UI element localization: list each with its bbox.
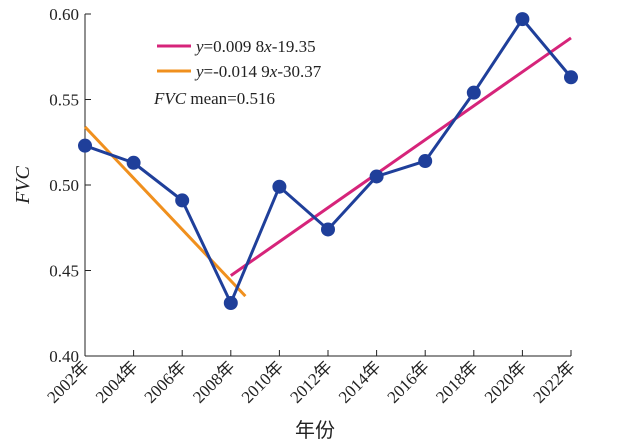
y-tick-label: 0.45 [49,262,79,281]
trend-lines [83,36,572,298]
data-point [515,12,530,27]
x-axis-title: 年份 [295,419,335,442]
data-point [369,169,384,184]
y-axis-title: FVC [12,165,34,204]
x-tick-label: 2014年 [335,357,384,406]
legend-entry-trend-1: y=0.009 8x-19.35 [194,37,316,56]
data-point [78,138,92,153]
trend-line-1 [229,36,572,277]
x-tick-label: 2022年 [529,357,578,406]
legend-entry-trend-2: y=-0.014 9x-30.37 [194,62,322,81]
y-axis-ticks: 0.40 0.45 0.50 0.55 0.60 [49,5,91,366]
trend-line-2 [83,125,247,298]
fvc-series [78,12,578,310]
data-point [272,179,287,194]
data-point [418,154,433,169]
x-axis-ticks: 2002年 2004年 2006年 2008年 2010年 2012年 2014年 2016年… [43,350,579,407]
fvc-mean-annotation: FVC mean=0.516 [153,89,275,108]
fvc-series-line [84,16,573,307]
data-point [564,70,578,85]
axes [84,14,571,357]
y-tick-label: 0.55 [49,91,79,110]
x-tick-label: 2008年 [189,357,238,406]
x-tick-label: 2020年 [481,357,530,406]
data-point [321,222,335,237]
data-point [223,295,238,310]
y-tick-label: 0.40 [49,347,79,366]
x-tick-label: 2016年 [384,357,433,406]
x-tick-label: 2004年 [92,357,141,406]
data-point [126,155,141,170]
y-tick-label: 0.60 [49,5,79,24]
data-point [466,85,481,100]
x-tick-label: 2006年 [141,357,190,406]
x-tick-label: 2018年 [432,357,481,406]
legend: y=0.009 8x-19.35 y=-0.014 9x-30.37 FVC m… [153,37,322,108]
data-point [175,193,190,208]
x-tick-label: 2010年 [238,357,287,406]
x-tick-label: 2012年 [286,357,335,406]
y-tick-label: 0.50 [49,176,79,195]
